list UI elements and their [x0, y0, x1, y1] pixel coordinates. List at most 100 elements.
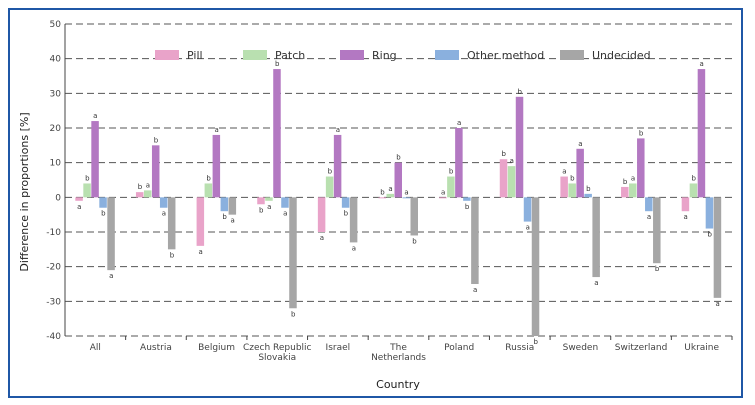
data-label-marker: a	[631, 174, 635, 182]
bar-other-method	[281, 197, 289, 208]
data-label-marker: b	[222, 213, 227, 221]
data-label-marker: b	[655, 265, 660, 273]
data-label-marker: a	[526, 224, 530, 232]
data-label-marker: b	[85, 174, 90, 182]
legend-label: Undecided	[592, 49, 651, 62]
data-label-marker: a	[146, 181, 150, 189]
bar-other-method	[341, 197, 350, 208]
data-label-marker: b	[328, 168, 333, 176]
x-tick-label: Czech Republic Slovakia	[243, 343, 312, 363]
bar-other-method	[220, 197, 229, 212]
bar-undecided	[289, 197, 297, 309]
bar-patch	[507, 166, 516, 198]
data-label-marker: a	[404, 188, 408, 196]
legend-swatch-other-method	[435, 50, 459, 60]
legend-label: Other method	[467, 49, 544, 62]
data-label-marker: b	[570, 174, 575, 182]
data-label-marker: b	[380, 188, 385, 196]
y-tick-label: 20	[50, 124, 62, 134]
bar-other-method	[463, 197, 471, 201]
data-label-marker: b	[344, 210, 349, 218]
bar-patch	[265, 197, 273, 201]
bar-other-method	[99, 197, 107, 208]
bar-undecided	[713, 197, 722, 298]
x-tick-label: All	[90, 343, 101, 353]
data-label-marker: a	[267, 203, 271, 211]
data-label-marker: a	[77, 203, 81, 211]
data-label-marker: a	[162, 210, 166, 218]
data-label-marker: a	[214, 126, 218, 134]
bar-patch	[629, 183, 637, 198]
bar-patch	[447, 176, 455, 198]
bar-other-method	[705, 197, 714, 229]
bar-pill	[378, 197, 386, 199]
data-label-marker: b	[586, 185, 591, 193]
bar-pill	[621, 186, 629, 198]
data-label-marker: b	[396, 154, 401, 162]
data-label-marker: a	[700, 60, 704, 68]
data-label-marker: a	[578, 140, 582, 148]
data-label-marker: a	[198, 248, 202, 256]
bar-undecided	[107, 197, 115, 271]
y-tick-label: -20	[46, 263, 61, 273]
data-label-marker: b	[707, 231, 712, 239]
x-tick-label: Switzerland	[615, 343, 668, 353]
bar-ring	[576, 148, 584, 198]
data-label-marker: b	[412, 237, 417, 245]
bar-other-method	[523, 197, 532, 222]
legend-swatch-undecided	[560, 50, 584, 60]
y-tick-label: -30	[46, 297, 61, 307]
x-tick-label: Ukraine	[684, 343, 719, 353]
data-label-marker: b	[639, 129, 644, 137]
bar-ring	[151, 145, 160, 198]
bar-undecided	[531, 197, 540, 336]
bar-patch	[386, 193, 394, 198]
bar-ring	[515, 96, 524, 198]
data-label-marker: a	[457, 119, 461, 127]
legend-swatch-ring	[340, 50, 364, 60]
bar-patch	[204, 183, 213, 198]
data-label-marker: a	[93, 112, 97, 120]
x-tick-label: Russia	[505, 343, 534, 353]
y-tick-label: 40	[50, 55, 62, 65]
data-label-marker: a	[352, 244, 356, 252]
bar-pill	[560, 176, 568, 198]
x-tick-label: The Netherlands	[371, 343, 426, 363]
y-axis-title: Difference in proportions [%]	[18, 112, 31, 271]
data-label-marker: b	[291, 310, 296, 318]
legend-label: Patch	[275, 49, 305, 62]
bar-ring	[697, 69, 706, 198]
bar-patch	[568, 183, 576, 198]
bar-undecided	[592, 197, 600, 278]
legend-swatch-patch	[243, 50, 267, 60]
data-label-marker: a	[336, 126, 340, 134]
bars	[75, 69, 722, 336]
data-label-marker: a	[684, 213, 688, 221]
x-tick-label: Belgium	[198, 343, 235, 353]
bar-pill	[317, 197, 326, 232]
bar-ring	[394, 162, 402, 198]
legend: Pill Patch Ring Other method Undecided	[155, 49, 651, 62]
data-label-marker: b	[534, 338, 539, 346]
data-label-marker: b	[138, 183, 143, 191]
data-label-marker: a	[716, 300, 720, 308]
bar-undecided	[228, 197, 237, 215]
bar-pill	[439, 197, 447, 199]
bar-other-method	[402, 197, 410, 199]
x-tick-label: Sweden	[563, 343, 599, 353]
bar-pill	[499, 159, 508, 198]
y-tick-label: 30	[50, 89, 62, 99]
bar-other-method	[584, 193, 592, 198]
data-label-marker: b	[101, 210, 106, 218]
data-label-marker: b	[170, 251, 175, 259]
y-tick-label: 10	[50, 159, 62, 169]
bar-undecided	[471, 197, 479, 284]
bar-other-method	[159, 197, 168, 208]
data-label-marker: a	[320, 234, 324, 242]
bar-undecided	[410, 197, 418, 236]
data-label-marker: b	[623, 178, 628, 186]
bar-undecided	[349, 197, 358, 243]
bar-patch	[143, 190, 152, 198]
